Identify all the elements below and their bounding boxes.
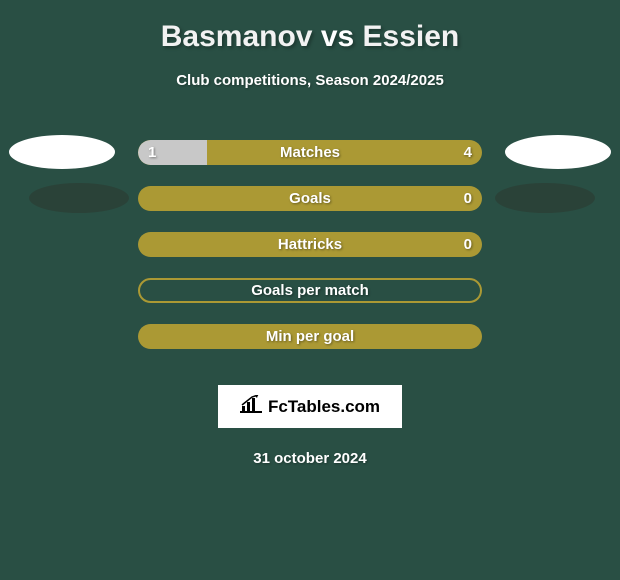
avatar-right <box>505 135 611 169</box>
date-text: 31 october 2024 <box>15 450 605 467</box>
avatar-left <box>9 135 115 169</box>
stat-row-goals: Goals 0 <box>15 185 605 211</box>
stat-row-hattricks: Hattricks 0 <box>15 231 605 257</box>
avatar-left-shadow <box>29 183 129 213</box>
player2-name: Essien <box>363 20 460 53</box>
bar-gpm: Goals per match <box>138 278 482 303</box>
stats-container: 1 Matches 4 Goals 0 Hattricks 0 Goals pe… <box>15 139 605 349</box>
bar-hattricks: Hattricks 0 <box>138 232 482 257</box>
bar-label: Hattricks <box>278 236 342 253</box>
stat-row-gpm: Goals per match <box>15 277 605 303</box>
bar-matches: 1 Matches 4 <box>138 140 482 165</box>
bar-mpg: Min per goal <box>138 324 482 349</box>
value-left: 1 <box>148 144 156 161</box>
comparison-header: Basmanov vs Essien Club competitions, Se… <box>15 20 605 89</box>
bar-label: Min per goal <box>266 328 354 345</box>
brand-box[interactable]: FcTables.com <box>218 385 402 428</box>
value-right: 4 <box>464 144 472 161</box>
stat-row-matches: 1 Matches 4 <box>15 139 605 165</box>
avatar-right-shadow <box>495 183 595 213</box>
value-right: 0 <box>464 236 472 253</box>
subtitle: Club competitions, Season 2024/2025 <box>15 72 605 89</box>
title: Basmanov vs Essien <box>15 20 605 54</box>
stat-row-mpg: Min per goal <box>15 323 605 349</box>
bar-goals: Goals 0 <box>138 186 482 211</box>
brand-text: FcTables.com <box>268 397 380 417</box>
bar-label: Goals <box>289 190 331 207</box>
value-right: 0 <box>464 190 472 207</box>
bar-label: Goals per match <box>251 282 369 299</box>
bar-label: Matches <box>280 144 340 161</box>
vs-text: vs <box>321 20 354 53</box>
player1-name: Basmanov <box>161 20 313 53</box>
chart-icon <box>240 395 262 418</box>
